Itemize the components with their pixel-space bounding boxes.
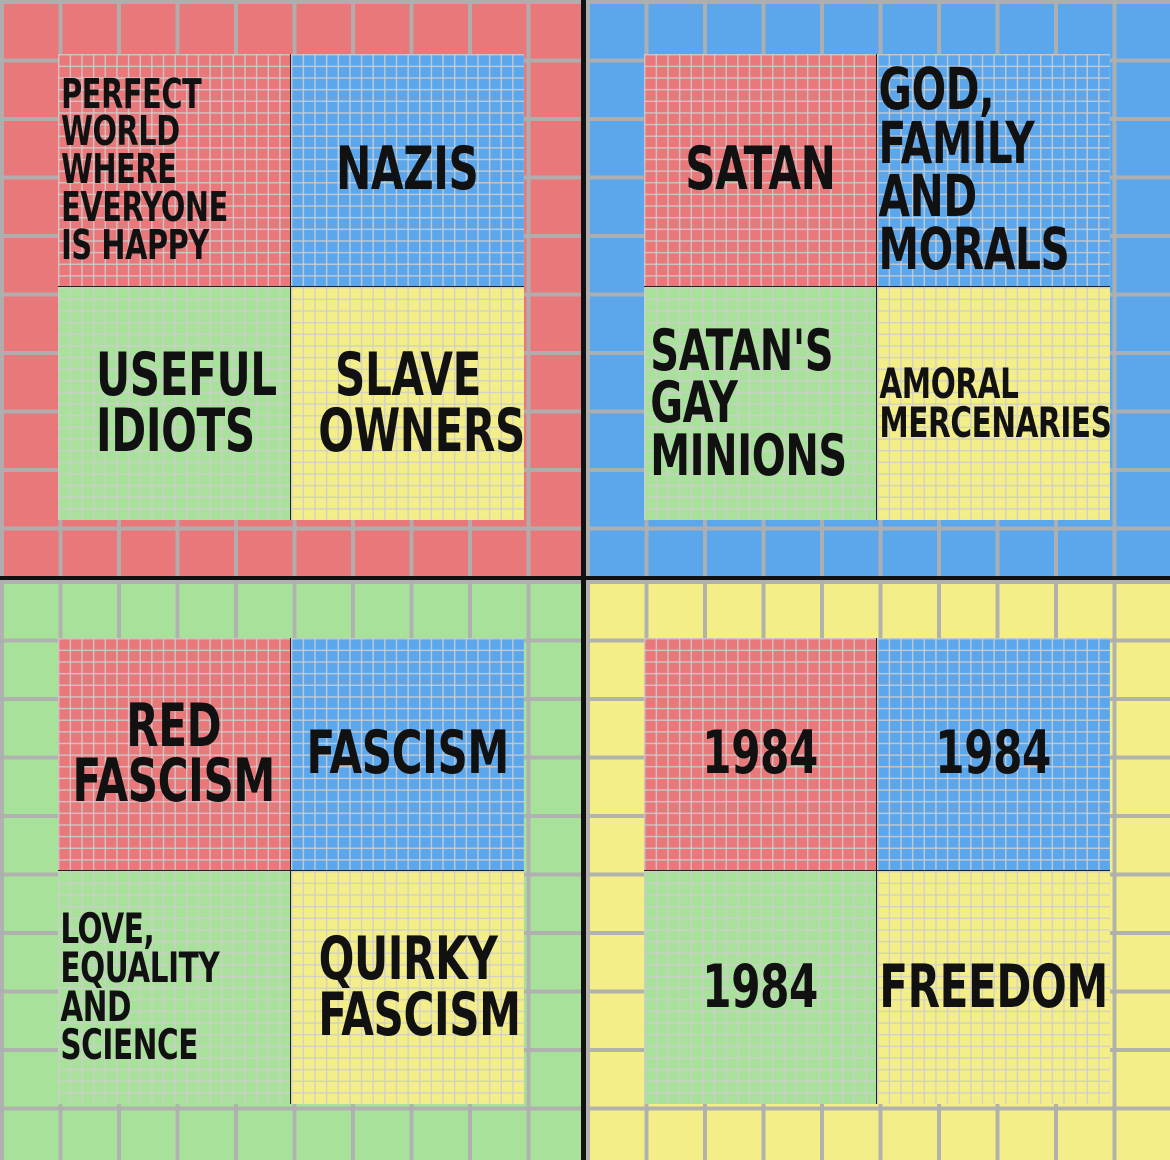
horizontal-divider — [0, 576, 1170, 580]
cell-label: SATAN'S GAY MINIONS — [650, 317, 847, 489]
cell-label: 1984 — [702, 718, 818, 789]
cell-blue: 1984 — [877, 638, 1110, 871]
cell-yellow: AMORAL MERCENARIES — [877, 287, 1110, 520]
cell-red: PERFECT WORLD WHERE EVERYONE IS HAPPY — [58, 54, 291, 287]
quadrant-top-left: PERFECT WORLD WHERE EVERYONE IS HAPPY NA… — [0, 0, 581, 576]
cell-label: AMORAL MERCENARIES — [879, 358, 1110, 447]
cell-blue: FASCISM — [291, 638, 524, 871]
cell-label: GOD, FAMILY AND MORALS — [878, 55, 1070, 284]
cell-label: SLAVE OWNERS — [317, 340, 524, 466]
cell-label: 1984 — [935, 718, 1052, 789]
cell-red: 1984 — [644, 638, 877, 871]
cell-red: SATAN — [644, 54, 877, 287]
cell-label: FREEDOM — [879, 951, 1108, 1022]
cell-label: USEFUL IDIOTS — [96, 340, 277, 466]
cell-label: LOVE, EQUALITY AND SCIENCE — [60, 904, 220, 1070]
cell-label: QUIRKY FASCISM — [317, 924, 521, 1050]
cell-yellow: QUIRKY FASCISM — [291, 871, 524, 1104]
cell-blue: GOD, FAMILY AND MORALS — [877, 54, 1110, 287]
quadrant-bottom-left: RED FASCISM FASCISM LOVE, EQUALITY AND S… — [0, 580, 581, 1160]
cell-blue: NAZIS — [291, 54, 524, 287]
cell-label: NAZIS — [336, 134, 479, 205]
cell-yellow: FREEDOM — [877, 871, 1110, 1104]
cell-green: 1984 — [644, 871, 877, 1104]
quadrant-bottom-right: 1984 1984 1984 FREEDOM — [586, 580, 1170, 1160]
cell-yellow: SLAVE OWNERS — [291, 287, 524, 520]
cell-red: RED FASCISM — [58, 638, 291, 871]
cell-label: FASCISM — [306, 718, 509, 789]
vertical-divider — [581, 0, 586, 1160]
cell-label: PERFECT WORLD WHERE EVERYONE IS HAPPY — [61, 69, 228, 269]
quadrant-top-right: SATAN GOD, FAMILY AND MORALS SATAN'S GAY… — [586, 0, 1170, 576]
cell-label: SATAN — [684, 134, 836, 205]
cell-green: LOVE, EQUALITY AND SCIENCE — [58, 871, 291, 1104]
cell-label: RED FASCISM — [72, 690, 276, 816]
cell-green: SATAN'S GAY MINIONS — [644, 287, 877, 520]
cell-green: USEFUL IDIOTS — [58, 287, 291, 520]
cell-label: 1984 — [702, 951, 818, 1022]
